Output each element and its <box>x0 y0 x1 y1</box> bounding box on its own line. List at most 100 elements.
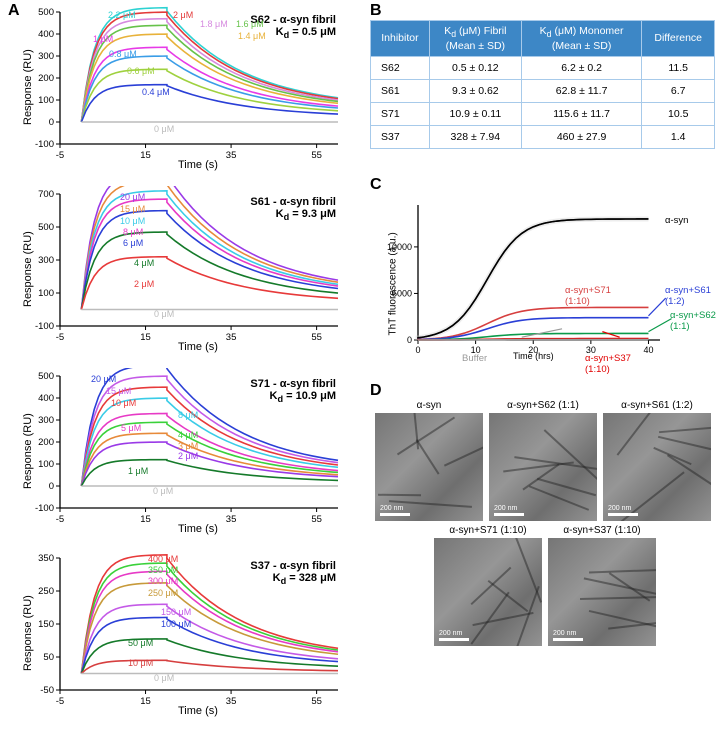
panel-label-b: B <box>370 2 382 20</box>
svg-text:-100: -100 <box>35 503 54 514</box>
conc-label: 20 μM <box>120 192 145 202</box>
conc-label: 20 μM <box>91 374 116 384</box>
conc-label: 0.6 μM <box>127 66 155 76</box>
svg-text:300: 300 <box>38 255 54 266</box>
conc-label: 100 μM <box>161 619 191 629</box>
tem-title: α-syn+S71 (1:10) <box>434 525 542 536</box>
conc-label: 0.8 μM <box>109 49 137 59</box>
svg-text:-5: -5 <box>56 332 64 343</box>
conc-label: 10 μM <box>128 658 153 668</box>
svg-text:350: 350 <box>38 553 54 564</box>
conc-label: 15 μM <box>120 204 145 214</box>
trace-label: α-syn+S37(1:10) <box>585 353 631 375</box>
table-header: Kd (μM) Monomer(Mean ± SD) <box>521 21 642 57</box>
svg-text:15: 15 <box>140 150 151 161</box>
tem-image: α-syn+S61 (1:2) 200 nm <box>603 400 711 521</box>
conc-label: 0 μM <box>154 309 174 319</box>
svg-text:100: 100 <box>38 459 54 470</box>
table-row: S37328 ± 7.94460 ± 27.91.4 <box>371 126 715 149</box>
conc-label: 150 μM <box>161 607 191 617</box>
conc-label: 2.2 μM <box>108 10 136 20</box>
conc-label: 6 μM <box>123 238 143 248</box>
svg-text:300: 300 <box>38 415 54 426</box>
svg-text:300: 300 <box>38 51 54 62</box>
spr-chart-s61: -100100300500700-5153555Response (RU)Tim… <box>8 186 348 366</box>
svg-text:35: 35 <box>226 332 237 343</box>
panel-label-c: C <box>370 176 382 194</box>
svg-text:200: 200 <box>38 437 54 448</box>
svg-text:250: 250 <box>38 586 54 597</box>
table-row: S620.5 ± 0.126.2 ± 0.211.5 <box>371 57 715 80</box>
scalebar: 200 nm <box>380 505 410 516</box>
x-axis-label: Time (s) <box>178 705 218 717</box>
conc-label: 10 μM <box>120 216 145 226</box>
svg-text:15: 15 <box>140 696 151 707</box>
conc-label: 5 μM <box>121 423 141 433</box>
conc-label: 3 μM <box>178 441 198 451</box>
svg-text:500: 500 <box>38 7 54 18</box>
y-axis-label: Response (RU) <box>22 571 34 671</box>
tem-title: α-syn+S61 (1:2) <box>603 400 711 411</box>
svg-text:0: 0 <box>49 481 54 492</box>
svg-text:500: 500 <box>38 371 54 382</box>
svg-text:200: 200 <box>38 73 54 84</box>
conc-label: 250 μM <box>148 588 178 598</box>
trace-label: Buffer <box>462 353 487 364</box>
panel-b-table: InhibitorKd (μM) Fibril(Mean ± SD)Kd (μM… <box>370 20 715 149</box>
chart-title: S37 - α-syn fibrilKd = 328 μM <box>250 560 336 586</box>
trace-label: α-syn+S62(1:1) <box>670 310 716 332</box>
tem-micrograph: 200 nm <box>603 413 711 521</box>
y-axis-label: Response (RU) <box>22 207 34 307</box>
table-row: S619.3 ± 0.6262.8 ± 11.76.7 <box>371 80 715 103</box>
table-header: Kd (μM) Fibril(Mean ± SD) <box>429 21 521 57</box>
tem-micrograph: 200 nm <box>489 413 597 521</box>
svg-text:0: 0 <box>415 345 420 355</box>
conc-label: 400 μM <box>148 554 178 564</box>
svg-text:55: 55 <box>311 332 322 343</box>
spr-chart-s62: -1000100200300400500-5153555Response (RU… <box>8 4 348 184</box>
svg-text:35: 35 <box>226 696 237 707</box>
conc-label: 1.4 μM <box>238 31 266 41</box>
svg-text:55: 55 <box>311 696 322 707</box>
conc-label: 350 μM <box>148 565 178 575</box>
scalebar: 200 nm <box>439 630 469 641</box>
tem-image: α-syn+S37 (1:10)200 nm <box>548 525 656 646</box>
svg-text:400: 400 <box>38 29 54 40</box>
conc-label: 8 μM <box>178 410 198 420</box>
conc-label: 0 μM <box>153 486 173 496</box>
panel-c-chart: 0500010000010203040ThT fluorescence (a.u… <box>370 195 715 375</box>
svg-text:50: 50 <box>43 652 54 663</box>
tem-image: α-syn+S62 (1:1) 200 nm <box>489 400 597 521</box>
x-axis-label: Time (s) <box>178 341 218 353</box>
conc-label: 15 μM <box>106 386 131 396</box>
svg-text:40: 40 <box>643 345 653 355</box>
scalebar: 200 nm <box>608 505 638 516</box>
panel-d-tem: α-syn200 nmα-syn+S62 (1:1)200 nmα-syn+S6… <box>375 400 715 650</box>
trace-label: α-syn+S61(1:2) <box>665 285 711 307</box>
tem-micrograph: 200 nm <box>434 538 542 646</box>
svg-text:0: 0 <box>49 117 54 128</box>
tem-micrograph: 200 nm <box>375 413 483 521</box>
conc-label: 50 μM <box>128 638 153 648</box>
panel-label-d: D <box>370 382 382 400</box>
conc-label: 2 μM <box>178 451 198 461</box>
conc-label: 1.8 μM <box>200 19 228 29</box>
spr-chart-s71: -1000100200300400500-5153555Response (RU… <box>8 368 348 548</box>
conc-label: 0 μM <box>154 124 174 134</box>
svg-text:55: 55 <box>311 514 322 525</box>
svg-text:15: 15 <box>140 332 151 343</box>
svg-text:35: 35 <box>226 150 237 161</box>
svg-text:-100: -100 <box>35 139 54 150</box>
conc-label: 1 μM <box>93 34 113 44</box>
svg-text:55: 55 <box>311 150 322 161</box>
chart-title: S71 - α-syn fibrilKd = 10.9 μM <box>250 378 336 404</box>
tem-title: α-syn <box>375 400 483 411</box>
trace-label: α-syn+S71(1:10) <box>565 285 611 307</box>
svg-text:500: 500 <box>38 222 54 233</box>
panel-a: -1000100200300400500-5153555Response (RU… <box>8 4 358 732</box>
svg-text:100: 100 <box>38 288 54 299</box>
y-axis-label: ThT fluorescence (a.u.) <box>388 206 399 336</box>
conc-label: 1 μM <box>128 466 148 476</box>
svg-text:15: 15 <box>140 514 151 525</box>
tem-title: α-syn+S62 (1:1) <box>489 400 597 411</box>
